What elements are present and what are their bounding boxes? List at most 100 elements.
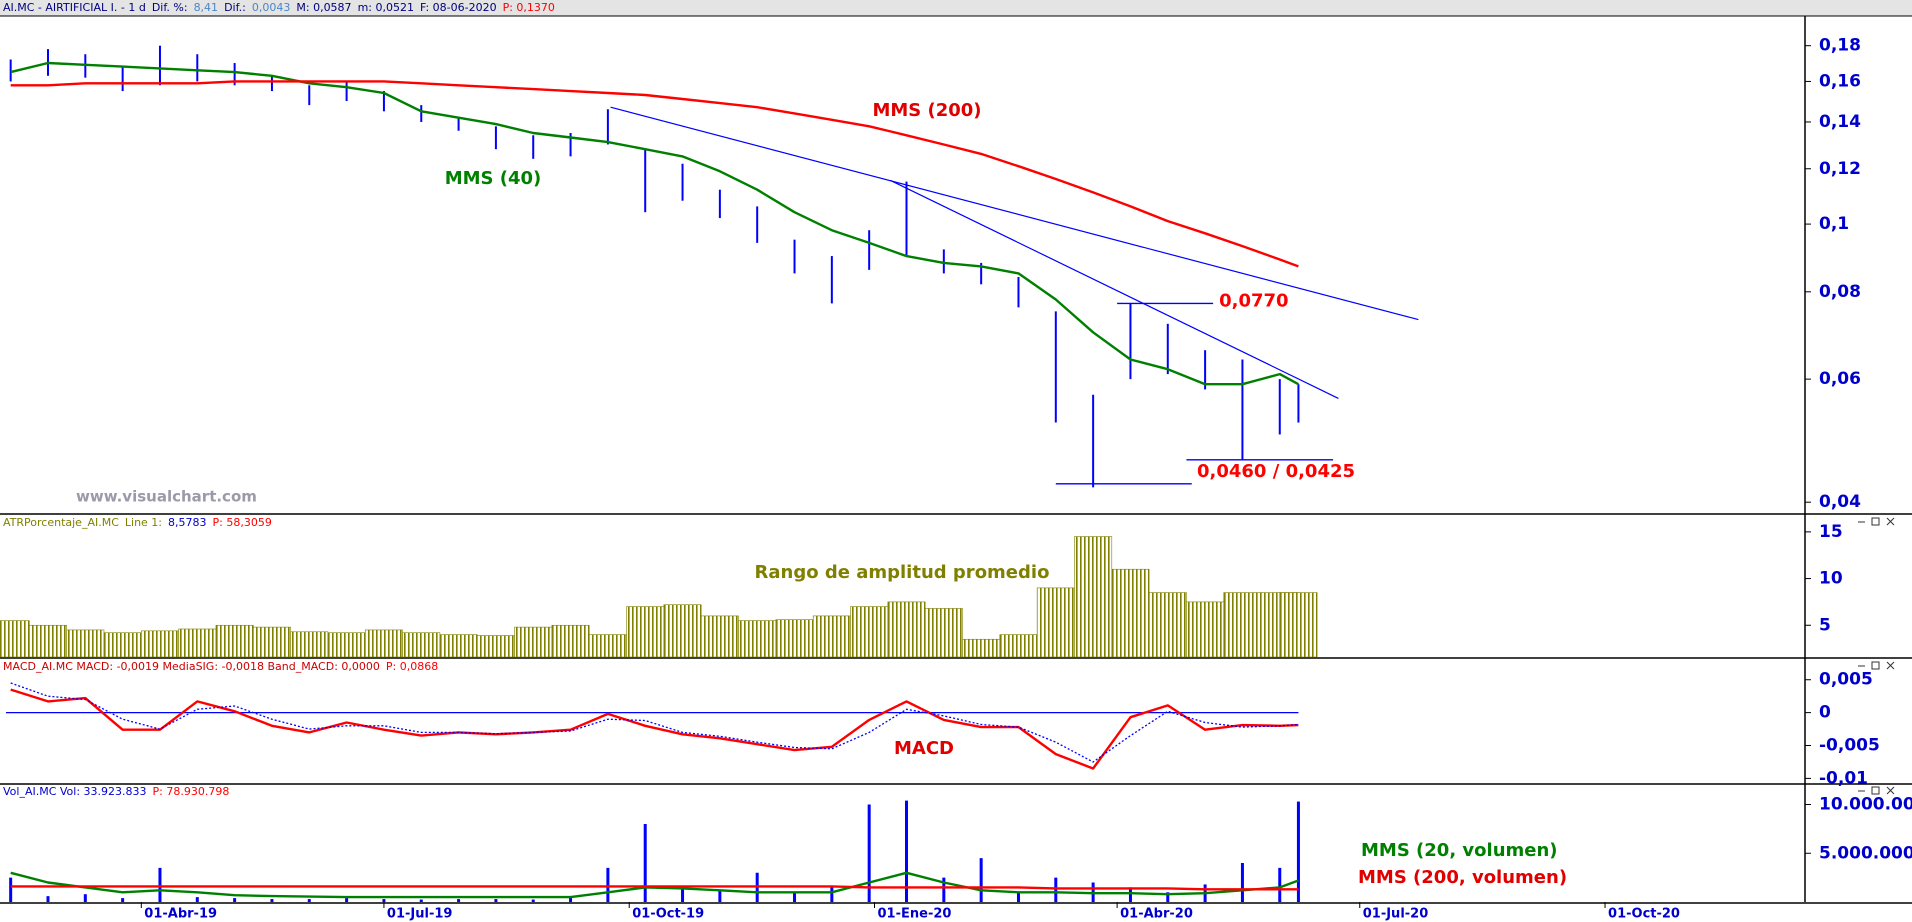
series-line bbox=[10, 80, 1299, 268]
x-tick-label: 01-Ene-20 bbox=[878, 907, 952, 922]
header-field: Line 1: bbox=[125, 516, 162, 529]
bar bbox=[681, 887, 685, 902]
series-label: MMS (200, volumen) bbox=[1358, 867, 1567, 888]
series-line bbox=[10, 885, 1299, 891]
panel: MACD_AI.MC MACD: -0,0019 MediaSIG: -0,00… bbox=[3, 660, 1880, 788]
bar bbox=[979, 858, 983, 902]
series-label: Rango de amplitud promedio bbox=[755, 562, 1050, 583]
header-field: 8,41 bbox=[194, 1, 219, 14]
bar bbox=[83, 894, 87, 902]
bar bbox=[1074, 536, 1113, 658]
bar bbox=[850, 606, 889, 658]
header-field: P: 58,3059 bbox=[213, 516, 272, 529]
bar bbox=[382, 899, 386, 902]
bar bbox=[718, 890, 722, 902]
bar bbox=[252, 626, 291, 658]
bar bbox=[924, 608, 963, 658]
y-tick-label: 10 bbox=[1819, 569, 1843, 589]
x-tick-label: 01-Jul-19 bbox=[387, 907, 453, 922]
bar bbox=[29, 624, 67, 658]
series-line bbox=[10, 871, 1299, 899]
header-field: Dif.: bbox=[224, 1, 246, 14]
bar bbox=[233, 898, 237, 902]
bar bbox=[569, 897, 573, 902]
bar bbox=[812, 615, 851, 658]
series-line bbox=[10, 688, 1299, 770]
y-tick-label: 0 bbox=[1819, 703, 1831, 723]
bar bbox=[270, 899, 274, 902]
panel-header: Vol_AI.MC Vol: 33.923.833 P: 78.930.798 bbox=[3, 785, 229, 798]
trendline bbox=[610, 106, 1419, 321]
bar bbox=[793, 892, 797, 902]
bar bbox=[457, 899, 461, 902]
support-label: 0,0460 / 0,0425 bbox=[1197, 461, 1355, 482]
bar bbox=[364, 629, 403, 658]
x-tick-label: 01-Oct-20 bbox=[1608, 907, 1680, 922]
y-tick-label: 0,18 bbox=[1819, 36, 1861, 56]
bar bbox=[103, 632, 142, 658]
window-maximize[interactable] bbox=[1871, 661, 1880, 670]
bar bbox=[1148, 592, 1187, 658]
y-tick-label: 15 bbox=[1819, 522, 1843, 542]
series-label: MACD bbox=[894, 738, 954, 759]
bar bbox=[626, 606, 665, 658]
bar bbox=[290, 631, 329, 658]
series-line bbox=[10, 61, 1299, 386]
window-close[interactable] bbox=[1886, 661, 1895, 670]
bar bbox=[1166, 892, 1170, 902]
panel-header: ATRPorcentaje_AI.MC Line 1: 8,5783 P: 58,30… bbox=[3, 516, 272, 529]
header-field: 0,0043 bbox=[252, 1, 291, 14]
x-tick-label: 01-Jul-20 bbox=[1363, 907, 1429, 922]
header-field: m: 0,0521 bbox=[358, 1, 414, 14]
window-close[interactable] bbox=[1886, 517, 1895, 526]
header-field: P: 0,1370 bbox=[503, 1, 555, 14]
bar bbox=[606, 867, 610, 902]
bar bbox=[999, 634, 1038, 658]
level-label: 0,0770 bbox=[1219, 290, 1288, 311]
y-tick-label: 5 bbox=[1819, 615, 1831, 635]
bar bbox=[327, 632, 366, 658]
bar bbox=[1279, 592, 1318, 658]
header-bar bbox=[0, 0, 1912, 16]
bar bbox=[700, 615, 739, 658]
header-field: 8,5783 bbox=[168, 516, 207, 529]
y-tick-label: 10.000.000 bbox=[1819, 795, 1912, 815]
y-tick-label: 0,08 bbox=[1819, 282, 1861, 302]
series-label: MMS (40) bbox=[445, 168, 542, 189]
bar bbox=[643, 824, 647, 902]
bar bbox=[1186, 601, 1225, 658]
panel-header: MACD_AI.MC MACD: -0,0019 MediaSIG: -0,00… bbox=[3, 660, 438, 673]
bar bbox=[775, 619, 814, 658]
bar bbox=[663, 604, 702, 658]
x-tick-label: 01-Oct-19 bbox=[632, 907, 704, 922]
window-maximize[interactable] bbox=[1871, 517, 1880, 526]
y-tick-label: -0,005 bbox=[1819, 736, 1880, 756]
header-field: Dif. %: bbox=[152, 1, 188, 14]
panel: ATRPorcentaje_AI.MC Line 1: 8,5783 P: 58,30… bbox=[0, 516, 1843, 658]
bar bbox=[1296, 801, 1300, 902]
bar bbox=[158, 867, 162, 902]
bar bbox=[419, 899, 423, 902]
y-tick-label: 0,04 bbox=[1819, 492, 1861, 512]
y-tick-label: 0,005 bbox=[1819, 670, 1873, 690]
bar bbox=[121, 898, 125, 902]
bar bbox=[439, 634, 478, 658]
window-close[interactable] bbox=[1886, 786, 1895, 795]
bar bbox=[1240, 863, 1244, 902]
header-field: AI.MC - AIRTIFICIAL I. - 1 d bbox=[3, 1, 146, 14]
chart-area bbox=[0, 16, 1912, 922]
bar bbox=[402, 632, 441, 658]
panel: AI.MC - AIRTIFICIAL I. - 1 d Dif. %: 8,41 D… bbox=[3, 1, 1861, 512]
bar bbox=[0, 620, 30, 658]
bar bbox=[1054, 877, 1058, 902]
x-tick-label: 01-Abr-19 bbox=[144, 907, 217, 922]
bar bbox=[588, 634, 627, 658]
window-maximize[interactable] bbox=[1871, 786, 1880, 795]
y-tick-label: 0,1 bbox=[1819, 214, 1849, 234]
bar bbox=[141, 630, 179, 658]
panel: Vol_AI.MC Vol: 33.923.833 P: 78.930.798 5.… bbox=[3, 785, 1912, 902]
bar bbox=[830, 887, 834, 902]
header-field: ATRPorcentaje_AI.MC bbox=[3, 516, 119, 529]
